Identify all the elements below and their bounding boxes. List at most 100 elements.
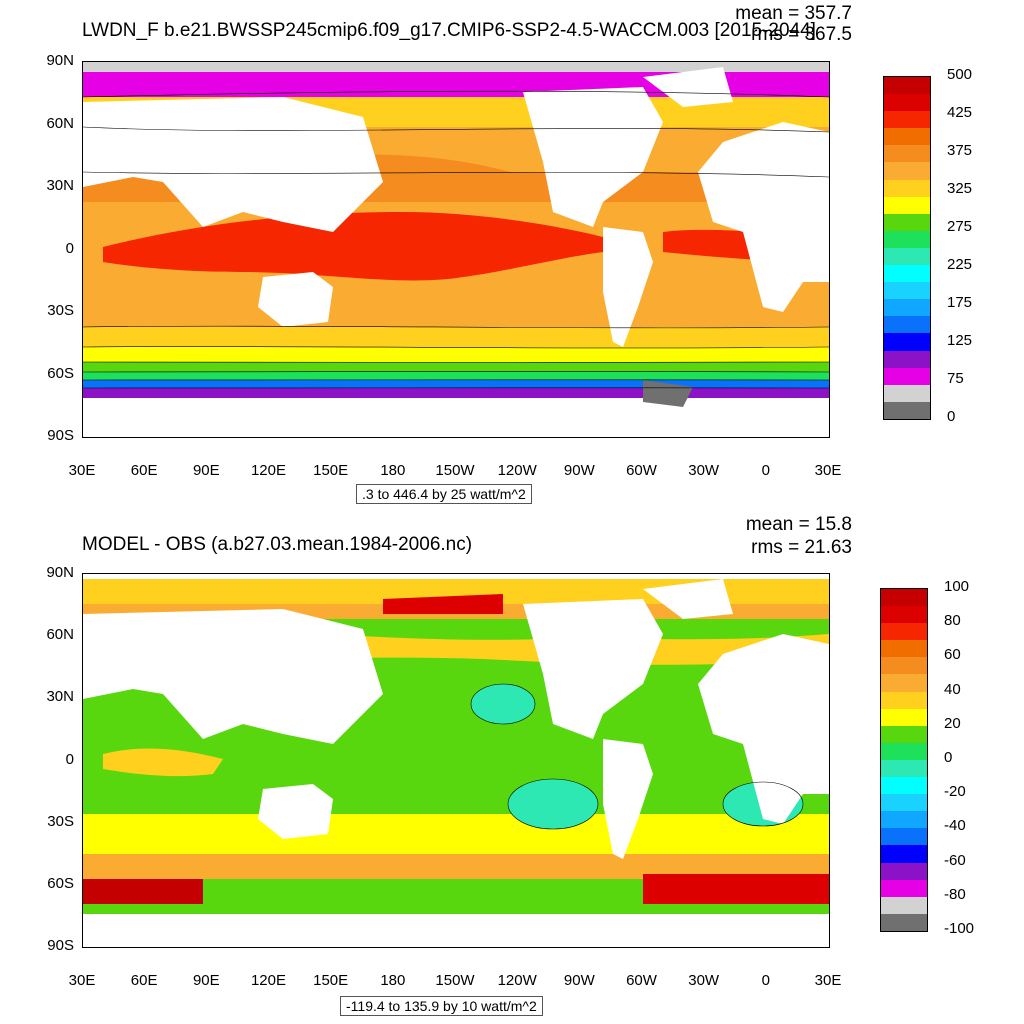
bottom-lon-label: 0	[761, 972, 770, 989]
bottom-lon-label: 90W	[563, 972, 595, 989]
top-colorbar-swatch	[884, 145, 930, 163]
bottom-lat-label: 30S	[47, 812, 74, 830]
bottom-lon-label: 150E	[313, 972, 349, 989]
bottom-lon-label: 120E	[250, 972, 287, 989]
south-indian-high	[83, 879, 203, 904]
bottom-lon-label: 30E	[68, 972, 96, 989]
bottom-colorbar-swatch	[881, 589, 927, 607]
bottom-colorbar-swatch	[881, 777, 927, 795]
arctic-high	[383, 594, 503, 614]
bottom-lat-label: 0	[65, 750, 74, 768]
bottom-lon-label: 150W	[435, 972, 475, 989]
top-colorbar-swatch	[884, 196, 930, 214]
bottom-colorbar-label: -80	[944, 885, 966, 903]
top-colorbar-label: 175	[947, 294, 973, 311]
top-colorbar-swatch	[884, 247, 930, 266]
subtropic-south-band	[83, 302, 829, 327]
top-colorbar-swatch	[884, 179, 930, 197]
top-colorbar-swatch	[884, 94, 930, 112]
bottom-lat-label: 90S	[47, 937, 74, 954]
top-colorbar-swatch	[884, 299, 930, 317]
bottom-colorbar-label: -60	[944, 851, 966, 869]
top-lat-label: 30N	[46, 177, 74, 194]
top-lon-label: 120E	[250, 462, 287, 479]
bottom-colorbar-swatch	[881, 623, 927, 641]
top-lon-label: 30E	[814, 462, 842, 479]
top-colorbar	[883, 76, 931, 420]
bottom-range-box: -119.4 to 135.9 by 10 watt/m^2	[340, 996, 543, 1016]
top-colorbar-swatch	[884, 265, 930, 283]
bottom-colorbar-swatch	[881, 742, 927, 760]
top-map-area	[82, 61, 830, 438]
bottom-map-area	[82, 573, 830, 948]
south-america-land	[603, 227, 653, 347]
top-lon-label: 180	[380, 462, 406, 479]
top-colorbar-label: 125	[947, 332, 973, 349]
top-lat-label: 30S	[47, 302, 74, 319]
top-colorbar-swatch	[884, 230, 930, 248]
bottom-colorbar-label: -20	[944, 783, 966, 801]
top-lat-label: 60S	[47, 364, 74, 382]
top-colorbar-swatch	[884, 333, 930, 351]
north-america-land	[523, 87, 663, 227]
bottom-mean-text: mean = 15.8	[745, 514, 852, 535]
top-colorbar-label: 275	[947, 218, 973, 235]
bottom-colorbar	[880, 588, 928, 932]
bottom-colorbar-swatch	[881, 879, 927, 897]
top-colorbar-swatch	[884, 111, 930, 129]
bottom-colorbar-swatch	[881, 862, 927, 880]
pacific-anomaly-low	[471, 684, 535, 724]
band-68s	[83, 388, 829, 398]
top-lon-label: 90E	[192, 462, 220, 479]
greenland-land	[643, 67, 733, 107]
bottom-colorbar-label: 20	[944, 714, 961, 732]
top-colorbar-swatch	[884, 350, 930, 368]
bottom-colorbar-label: 80	[944, 612, 961, 630]
bottom-colorbar-swatch	[881, 896, 927, 914]
top-colorbar-swatch	[884, 213, 930, 231]
bottom-colorbar-swatch	[881, 828, 927, 846]
top-lon-label: 30W	[688, 462, 720, 479]
top-colorbar-swatch	[884, 77, 930, 95]
top-colorbar-label: 75	[947, 370, 964, 387]
top-colorbar-swatch	[884, 162, 930, 180]
bottom-colorbar-swatch	[881, 708, 927, 726]
warm-pool-pacific	[103, 212, 603, 281]
bottom-lon-label: 120W	[497, 972, 537, 989]
top-colorbar-swatch	[884, 282, 930, 300]
top-colorbar-label: 225	[947, 256, 973, 273]
band-62s	[83, 372, 829, 380]
africa-land	[698, 122, 829, 312]
bottom-lon-label: 60W	[626, 972, 657, 989]
top-colorbar-label: 500	[947, 66, 973, 83]
bottom-map-canvas	[83, 574, 829, 947]
top-lon-label: 60E	[130, 462, 158, 479]
top-lat-label: 60N	[46, 114, 74, 132]
top-lat-label: 0	[65, 239, 74, 257]
bottom-colorbar-swatch	[881, 759, 927, 778]
south-atlantic-high	[643, 874, 829, 904]
bottom-colorbar-swatch	[881, 691, 927, 709]
top-lon-label: 150W	[435, 462, 475, 479]
bottom-land	[83, 574, 829, 947]
bottom-lon-label: 30W	[688, 972, 720, 989]
bottom-lat-label: 30N	[46, 688, 74, 706]
bottom-lat-label: 60N	[46, 626, 74, 644]
bottom-colorbar-label: 60	[944, 646, 961, 664]
bottom-rms-text: rms = 21.63	[751, 537, 852, 558]
bottom-lon-label: 30E	[814, 972, 842, 989]
bottom-colorbar-swatch	[881, 845, 927, 863]
bottom-lon-label: 60E	[130, 972, 158, 989]
bottom-colorbar-swatch	[881, 794, 927, 812]
bottom-lon-label: 180	[380, 972, 406, 989]
top-lon-label: 0	[761, 462, 770, 479]
top-colorbar-swatch	[884, 316, 930, 334]
bottom-colorbar-swatch	[881, 811, 927, 829]
bottom-colorbar-swatch	[881, 913, 927, 931]
top-colorbar-label: 375	[947, 142, 973, 159]
top-lon-label: 120W	[497, 462, 537, 479]
top-map-canvas	[83, 62, 829, 437]
top-colorbar-label: 425	[947, 104, 973, 121]
bottom-contours	[470, 683, 804, 830]
bottom-map-title: MODEL - OBS (a.b27.03.mean.1984-2006.nc)	[82, 534, 473, 555]
